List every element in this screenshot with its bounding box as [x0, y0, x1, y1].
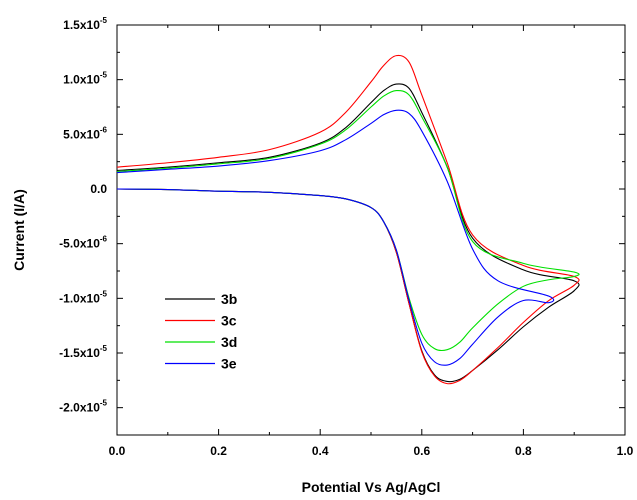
y-tick-exponent: -5 — [100, 289, 108, 298]
y-tick-mantissa: 0.0 — [90, 182, 107, 196]
y-tick-mantissa: 1.0x10 — [63, 73, 100, 87]
x-axis-ticks: 0.0 0.2 0.4 0.6 0.8 1.0 — [109, 25, 634, 458]
x-tick-label: 0.0 — [109, 444, 126, 458]
y-tick-exponent: -6 — [100, 125, 108, 134]
y-axis-ticks: 1.5x10-51.0x10-55.0x10-60.0-5.0x10-6-1.0… — [59, 16, 625, 415]
y-tick-label: -1.5x10-5 — [59, 344, 107, 360]
y-tick-exponent: -5 — [100, 71, 108, 80]
y-tick-mantissa: -1.0x10 — [59, 291, 100, 305]
x-tick-label: 0.2 — [210, 444, 227, 458]
y-tick-exponent: -5 — [100, 16, 108, 25]
y-tick-label: 5.0x10-6 — [63, 125, 107, 141]
y-tick-label: 1.0x10-5 — [63, 71, 107, 87]
x-tick-label: 0.8 — [515, 444, 532, 458]
series-line-3c — [116, 54, 580, 385]
y-tick-exponent: -6 — [100, 235, 108, 244]
y-tick-mantissa: 5.0x10 — [63, 127, 100, 141]
legend-label-3b: 3b — [221, 291, 237, 307]
y-tick-label: 1.5x10-5 — [63, 16, 107, 32]
y-tick-label: -1.0x10-5 — [59, 289, 107, 305]
y-axis-title: Current (I/A) — [11, 189, 27, 271]
y-tick-label: -2.0x10-5 — [59, 399, 107, 415]
y-tick-exponent: -5 — [100, 344, 108, 353]
x-tick-label: 0.4 — [312, 444, 329, 458]
x-axis-title: Potential Vs Ag/AgCl — [302, 479, 441, 495]
legend: 3b 3c 3d 3e — [165, 291, 237, 372]
legend-label-3d: 3d — [221, 334, 237, 350]
legend-label-3c: 3c — [221, 313, 237, 329]
y-tick-mantissa: 1.5x10 — [63, 18, 100, 32]
y-tick-label: 0.0 — [90, 182, 107, 196]
x-tick-label: 1.0 — [617, 444, 634, 458]
plot-frame — [116, 24, 626, 436]
y-tick-label: -5.0x10-6 — [59, 235, 107, 251]
series-line-3d — [116, 90, 580, 352]
series-line-3e — [116, 109, 555, 366]
y-tick-exponent: -5 — [100, 399, 108, 408]
y-tick-mantissa: -2.0x10 — [59, 401, 100, 415]
y-tick-mantissa: -5.0x10 — [59, 237, 100, 251]
x-tick-label: 0.6 — [413, 444, 430, 458]
y-tick-mantissa: -1.5x10 — [59, 346, 100, 360]
series-lines — [116, 54, 580, 385]
legend-label-3e: 3e — [221, 356, 237, 372]
